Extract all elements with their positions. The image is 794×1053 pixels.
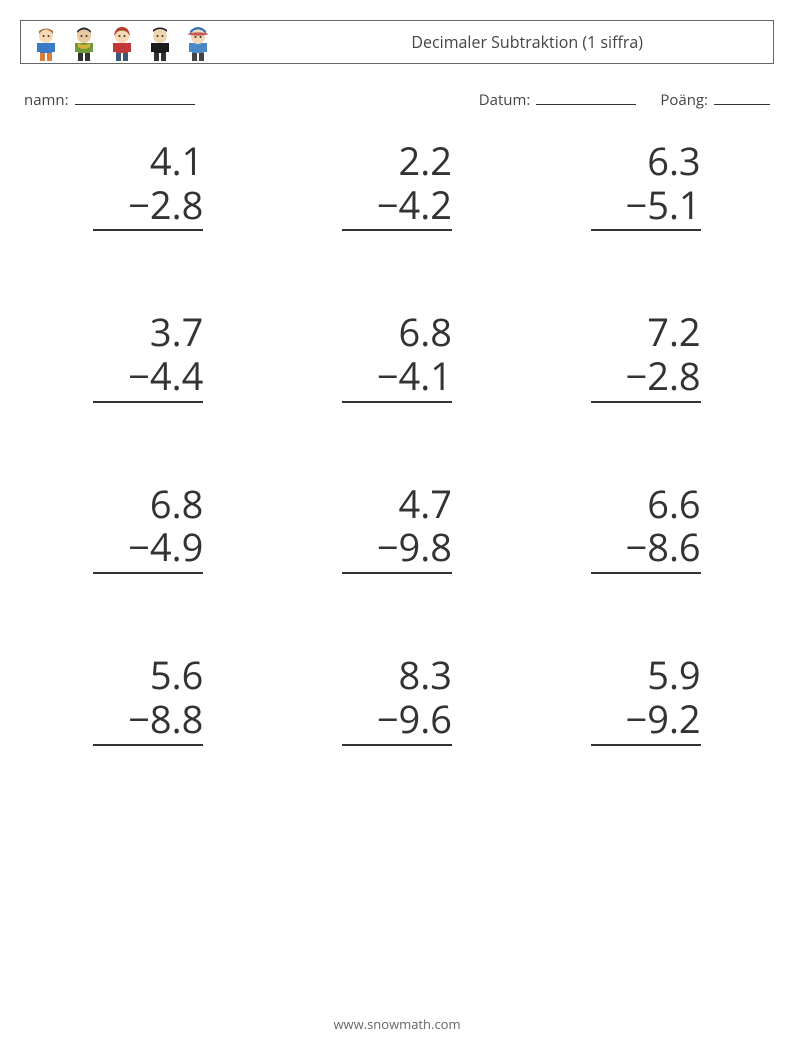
minuend: 8.3	[342, 654, 452, 698]
problem-11: 8.3 −9.6	[293, 654, 502, 745]
subtrahend: −4.2	[342, 184, 452, 228]
problem-2: 2.2 −4.2	[293, 140, 502, 231]
person-icon-3	[107, 23, 137, 61]
rule-line	[342, 401, 452, 403]
minuend: 6.8	[342, 311, 452, 355]
character-icons	[31, 23, 213, 61]
rule-line	[342, 744, 452, 746]
minuend: 4.7	[342, 483, 452, 527]
subtrahend: −8.6	[591, 526, 701, 570]
problems-grid: 4.1 −2.8 2.2 −4.2 6.3 −5.1 3.7 −4.4 6.8 …	[20, 140, 774, 746]
problem-3: 6.3 −5.1	[541, 140, 750, 231]
info-row: namn: Datum: Poäng:	[20, 90, 774, 110]
rule-line	[591, 744, 701, 746]
rule-line	[591, 229, 701, 231]
minuend: 5.9	[591, 654, 701, 698]
person-icon-2	[69, 23, 99, 61]
problem-9: 6.6 −8.6	[541, 483, 750, 574]
person-icon-4	[145, 23, 175, 61]
date-blank[interactable]	[536, 90, 636, 105]
subtrahend: −9.8	[342, 526, 452, 570]
minuend: 2.2	[342, 140, 452, 184]
person-icon-5	[183, 23, 213, 61]
name-field: namn:	[24, 90, 195, 110]
score-label: Poäng:	[660, 90, 708, 110]
minuend: 6.6	[591, 483, 701, 527]
minuend: 5.6	[93, 654, 203, 698]
subtrahend: −4.9	[93, 526, 203, 570]
date-label: Datum:	[479, 90, 531, 110]
rule-line	[591, 401, 701, 403]
rule-line	[93, 401, 203, 403]
rule-line	[342, 572, 452, 574]
minuend: 4.1	[93, 140, 203, 184]
problem-10: 5.6 −8.8	[44, 654, 253, 745]
minuend: 6.3	[591, 140, 701, 184]
problem-12: 5.9 −9.2	[541, 654, 750, 745]
problem-8: 4.7 −9.8	[293, 483, 502, 574]
subtrahend: −5.1	[591, 184, 701, 228]
subtrahend: −4.4	[93, 355, 203, 399]
minuend: 7.2	[591, 311, 701, 355]
rule-line	[93, 744, 203, 746]
problem-1: 4.1 −2.8	[44, 140, 253, 231]
problem-6: 7.2 −2.8	[541, 311, 750, 402]
person-icon-1	[31, 23, 61, 61]
rule-line	[93, 229, 203, 231]
worksheet-title: Decimaler Subtraktion (1 siffra)	[411, 31, 763, 53]
problem-4: 3.7 −4.4	[44, 311, 253, 402]
subtrahend: −8.8	[93, 698, 203, 742]
problem-7: 6.8 −4.9	[44, 483, 253, 574]
subtrahend: −2.8	[93, 184, 203, 228]
minuend: 6.8	[93, 483, 203, 527]
rule-line	[93, 572, 203, 574]
problem-5: 6.8 −4.1	[293, 311, 502, 402]
subtrahend: −9.2	[591, 698, 701, 742]
minuend: 3.7	[93, 311, 203, 355]
subtrahend: −4.1	[342, 355, 452, 399]
footer-link[interactable]: www.snowmath.com	[0, 1015, 794, 1033]
score-blank[interactable]	[714, 90, 770, 105]
name-label: namn:	[24, 90, 69, 110]
subtrahend: −2.8	[591, 355, 701, 399]
name-blank[interactable]	[75, 90, 195, 105]
rule-line	[591, 572, 701, 574]
rule-line	[342, 229, 452, 231]
worksheet-page: Decimaler Subtraktion (1 siffra) namn: D…	[0, 0, 794, 1053]
subtrahend: −9.6	[342, 698, 452, 742]
header-bar: Decimaler Subtraktion (1 siffra)	[20, 20, 774, 64]
